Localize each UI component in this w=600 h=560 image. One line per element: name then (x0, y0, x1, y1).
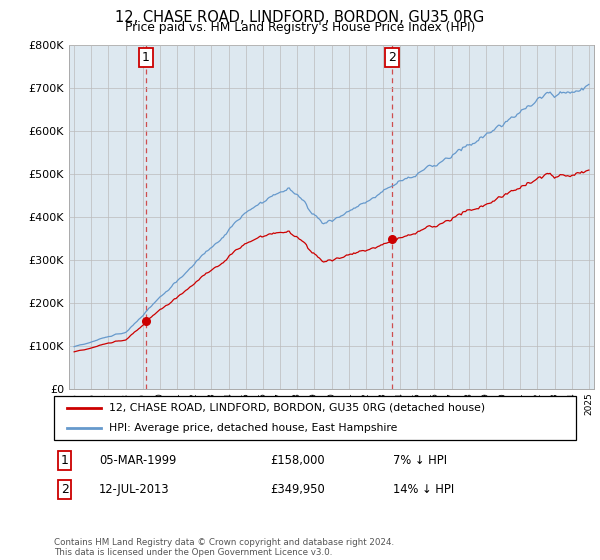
Text: 14% ↓ HPI: 14% ↓ HPI (393, 483, 454, 496)
Text: 1: 1 (61, 454, 69, 467)
Text: 05-MAR-1999: 05-MAR-1999 (99, 454, 176, 467)
Text: £158,000: £158,000 (270, 454, 325, 467)
Text: 12-JUL-2013: 12-JUL-2013 (99, 483, 170, 496)
Text: £349,950: £349,950 (270, 483, 325, 496)
Text: 2: 2 (61, 483, 69, 496)
Text: Price paid vs. HM Land Registry's House Price Index (HPI): Price paid vs. HM Land Registry's House … (125, 21, 475, 34)
Text: 12, CHASE ROAD, LINDFORD, BORDON, GU35 0RG: 12, CHASE ROAD, LINDFORD, BORDON, GU35 0… (115, 10, 485, 25)
Text: Contains HM Land Registry data © Crown copyright and database right 2024.
This d: Contains HM Land Registry data © Crown c… (54, 538, 394, 557)
Text: 2: 2 (388, 51, 396, 64)
Text: 12, CHASE ROAD, LINDFORD, BORDON, GU35 0RG (detached house): 12, CHASE ROAD, LINDFORD, BORDON, GU35 0… (109, 403, 485, 413)
Text: 7% ↓ HPI: 7% ↓ HPI (393, 454, 447, 467)
Text: HPI: Average price, detached house, East Hampshire: HPI: Average price, detached house, East… (109, 423, 397, 433)
Text: 1: 1 (142, 51, 149, 64)
